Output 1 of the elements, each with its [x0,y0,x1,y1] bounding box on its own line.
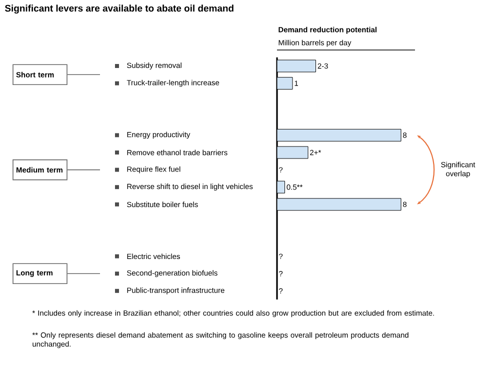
text: Significant levers are available to abate oil demand [4,4,234,14]
